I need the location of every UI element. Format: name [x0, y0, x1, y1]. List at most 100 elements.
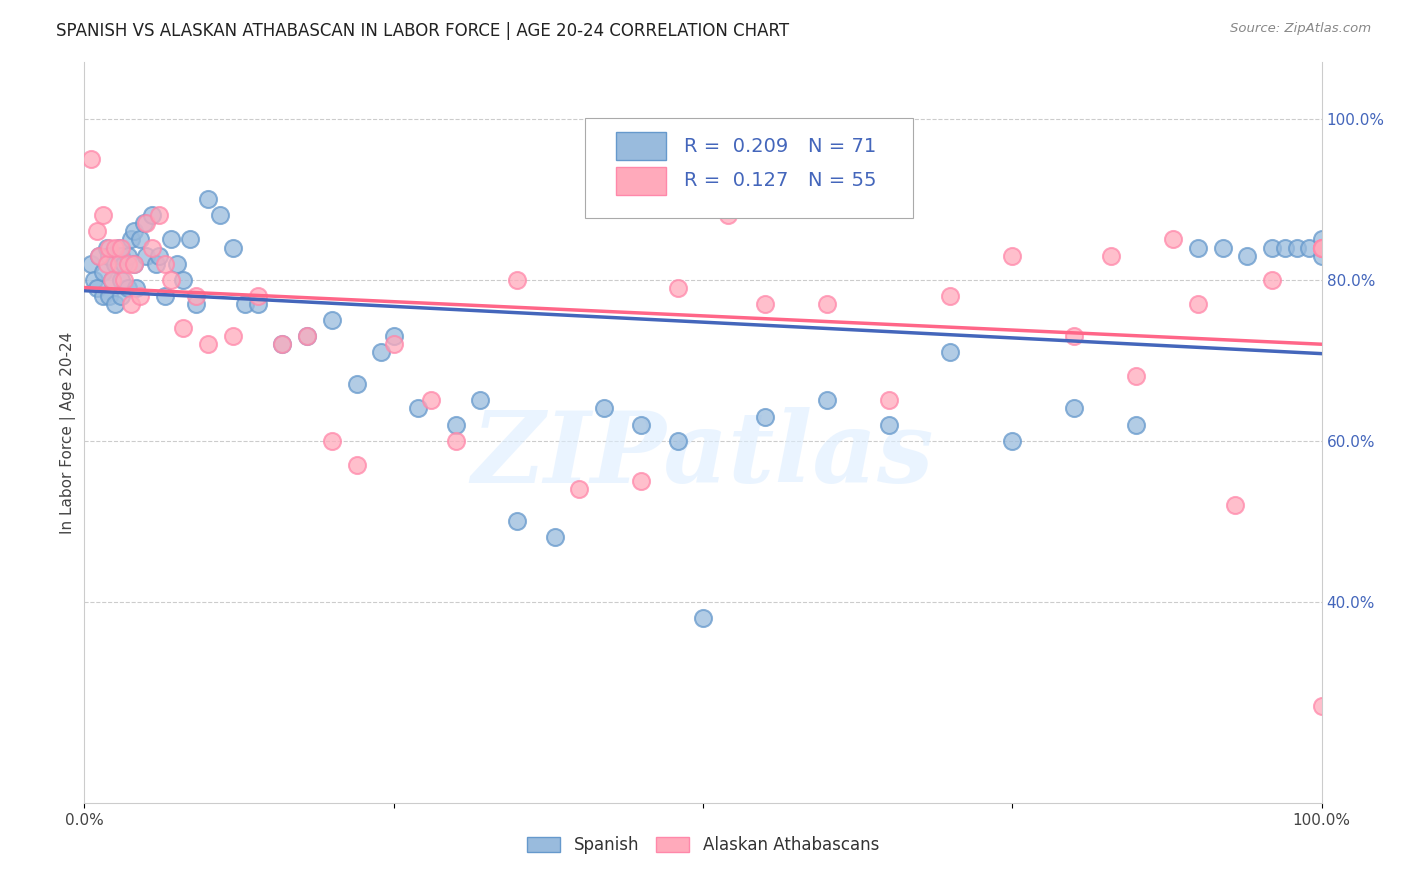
Point: [100, 273, 122, 287]
Point: [222, 329, 245, 343]
Point: [132, 216, 155, 230]
Point: [98, 249, 121, 263]
Point: [148, 249, 170, 263]
Point: [86, 224, 108, 238]
Point: [117, 249, 139, 263]
Point: [1063, 329, 1085, 343]
Point: [1310, 232, 1333, 246]
Point: [815, 393, 838, 408]
Point: [166, 257, 188, 271]
Point: [197, 192, 219, 206]
Point: [1161, 232, 1184, 246]
Text: N = 71: N = 71: [808, 136, 876, 155]
Text: R =  0.209: R = 0.209: [685, 136, 789, 155]
Point: [370, 345, 392, 359]
Point: [160, 273, 183, 287]
Legend: Spanish, Alaskan Athabascans: Spanish, Alaskan Athabascans: [520, 830, 886, 861]
Point: [321, 313, 343, 327]
Point: [86, 281, 108, 295]
Point: [96, 240, 118, 254]
Point: [83, 273, 105, 287]
Point: [246, 297, 269, 311]
Point: [91, 208, 114, 222]
Point: [470, 393, 492, 408]
FancyBboxPatch shape: [616, 167, 666, 195]
Point: [112, 257, 135, 271]
Point: [96, 257, 118, 271]
Point: [197, 337, 219, 351]
Point: [135, 249, 157, 263]
Point: [543, 530, 565, 544]
Point: [939, 345, 962, 359]
Point: [141, 208, 163, 222]
Y-axis label: In Labor Force | Age 20-24: In Labor Force | Age 20-24: [60, 332, 76, 533]
FancyBboxPatch shape: [585, 118, 914, 218]
Point: [1187, 297, 1209, 311]
Point: [1310, 240, 1333, 254]
Point: [419, 393, 441, 408]
Point: [568, 482, 591, 496]
Point: [129, 289, 152, 303]
Point: [179, 232, 201, 246]
Point: [79, 152, 101, 166]
Text: ZIPatlas: ZIPatlas: [472, 407, 934, 503]
Point: [125, 281, 148, 295]
Point: [444, 434, 467, 448]
Point: [108, 240, 131, 254]
Point: [246, 289, 269, 303]
Text: SPANISH VS ALASKAN ATHABASCAN IN LABOR FORCE | AGE 20-24 CORRELATION CHART: SPANISH VS ALASKAN ATHABASCAN IN LABOR F…: [56, 22, 789, 40]
Point: [408, 401, 430, 416]
Point: [295, 329, 318, 343]
Point: [104, 240, 127, 254]
Point: [98, 240, 121, 254]
Point: [160, 232, 183, 246]
Point: [1274, 240, 1296, 254]
Point: [382, 337, 405, 351]
Point: [1001, 434, 1024, 448]
FancyBboxPatch shape: [616, 132, 666, 161]
Point: [122, 257, 145, 271]
Point: [98, 289, 121, 303]
Point: [120, 297, 142, 311]
Point: [939, 289, 962, 303]
Point: [1298, 240, 1320, 254]
Point: [122, 257, 145, 271]
Point: [100, 273, 122, 287]
Point: [79, 257, 101, 271]
Point: [1310, 240, 1333, 254]
Point: [1310, 240, 1333, 254]
Point: [271, 337, 294, 351]
Point: [754, 297, 776, 311]
Point: [1310, 240, 1333, 254]
Point: [1261, 273, 1284, 287]
Text: Source: ZipAtlas.com: Source: ZipAtlas.com: [1230, 22, 1371, 36]
Point: [346, 377, 368, 392]
Point: [1285, 240, 1308, 254]
Point: [506, 273, 529, 287]
Point: [184, 289, 207, 303]
Point: [91, 289, 114, 303]
Point: [1187, 240, 1209, 254]
Point: [666, 281, 689, 295]
Point: [110, 289, 132, 303]
Point: [815, 297, 838, 311]
Point: [1261, 240, 1284, 254]
Point: [666, 434, 689, 448]
Point: [321, 434, 343, 448]
Point: [209, 208, 232, 222]
Point: [153, 257, 176, 271]
Point: [141, 240, 163, 254]
Point: [1001, 249, 1024, 263]
Point: [1125, 369, 1147, 384]
Point: [1125, 417, 1147, 432]
Point: [1310, 240, 1333, 254]
Point: [110, 249, 132, 263]
Point: [1099, 249, 1122, 263]
Point: [110, 240, 132, 254]
Point: [108, 257, 131, 271]
Point: [593, 401, 616, 416]
Point: [184, 297, 207, 311]
Text: R =  0.127: R = 0.127: [685, 171, 789, 190]
Point: [717, 208, 740, 222]
Point: [135, 216, 157, 230]
